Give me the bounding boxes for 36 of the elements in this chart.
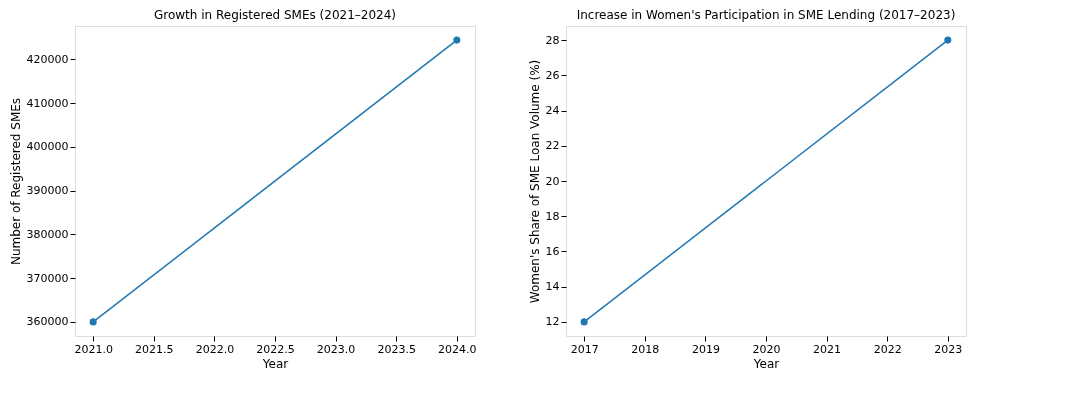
y-tick-label: 18 — [545, 209, 560, 223]
y-tick-label: 370000 — [26, 271, 69, 285]
y-axis-title: Number of Registered SMEs — [8, 97, 23, 266]
chart-title: Increase in Women's Participation in SME Lending (2017–2023) — [576, 8, 956, 22]
x-tick-label: 2024.0 — [438, 342, 477, 356]
y-tick-label: 410000 — [26, 96, 69, 110]
y-tick-label: 28 — [545, 33, 560, 47]
y-tick-label: 360000 — [26, 315, 69, 329]
y-tick-label: 390000 — [26, 184, 69, 198]
x-tick-label: 2021.5 — [135, 342, 174, 356]
x-tick-label: 2017 — [570, 342, 599, 356]
y-tick-label: 420000 — [26, 52, 69, 66]
y-tick-label: 14 — [545, 280, 560, 294]
x-tick-label: 2018 — [631, 342, 660, 356]
y-tick-label: 24 — [545, 104, 560, 118]
x-tick-label: 2021.0 — [74, 342, 113, 356]
y-tick-label: 22 — [545, 139, 560, 153]
y-tick-label: 26 — [545, 68, 560, 82]
x-tick-label: 2019 — [691, 342, 720, 356]
x-axis-title: Year — [261, 356, 289, 371]
x-tick-label: 2020 — [752, 342, 781, 356]
y-tick-label: 20 — [545, 174, 560, 188]
y-axis-title: Women's Share of SME Loan Volume (%) — [527, 59, 542, 304]
y-tick-label: 380000 — [26, 227, 69, 241]
x-tick-label: 2023.5 — [377, 342, 416, 356]
x-tick-label: 2021 — [813, 342, 842, 356]
x-tick-label: 2022 — [873, 342, 902, 356]
x-axis-title: Year — [752, 356, 780, 371]
y-tick-label: 12 — [545, 315, 560, 329]
y-tick-label: 400000 — [26, 140, 69, 154]
y-tick-label: 16 — [545, 244, 560, 258]
x-tick-label: 2023 — [934, 342, 963, 356]
x-tick-label: 2022.0 — [195, 342, 235, 356]
chart-title: Growth in Registered SMEs (2021–2024) — [153, 8, 397, 22]
x-tick-label: 2022.5 — [256, 342, 295, 356]
x-tick-label: 2023.0 — [316, 342, 356, 356]
